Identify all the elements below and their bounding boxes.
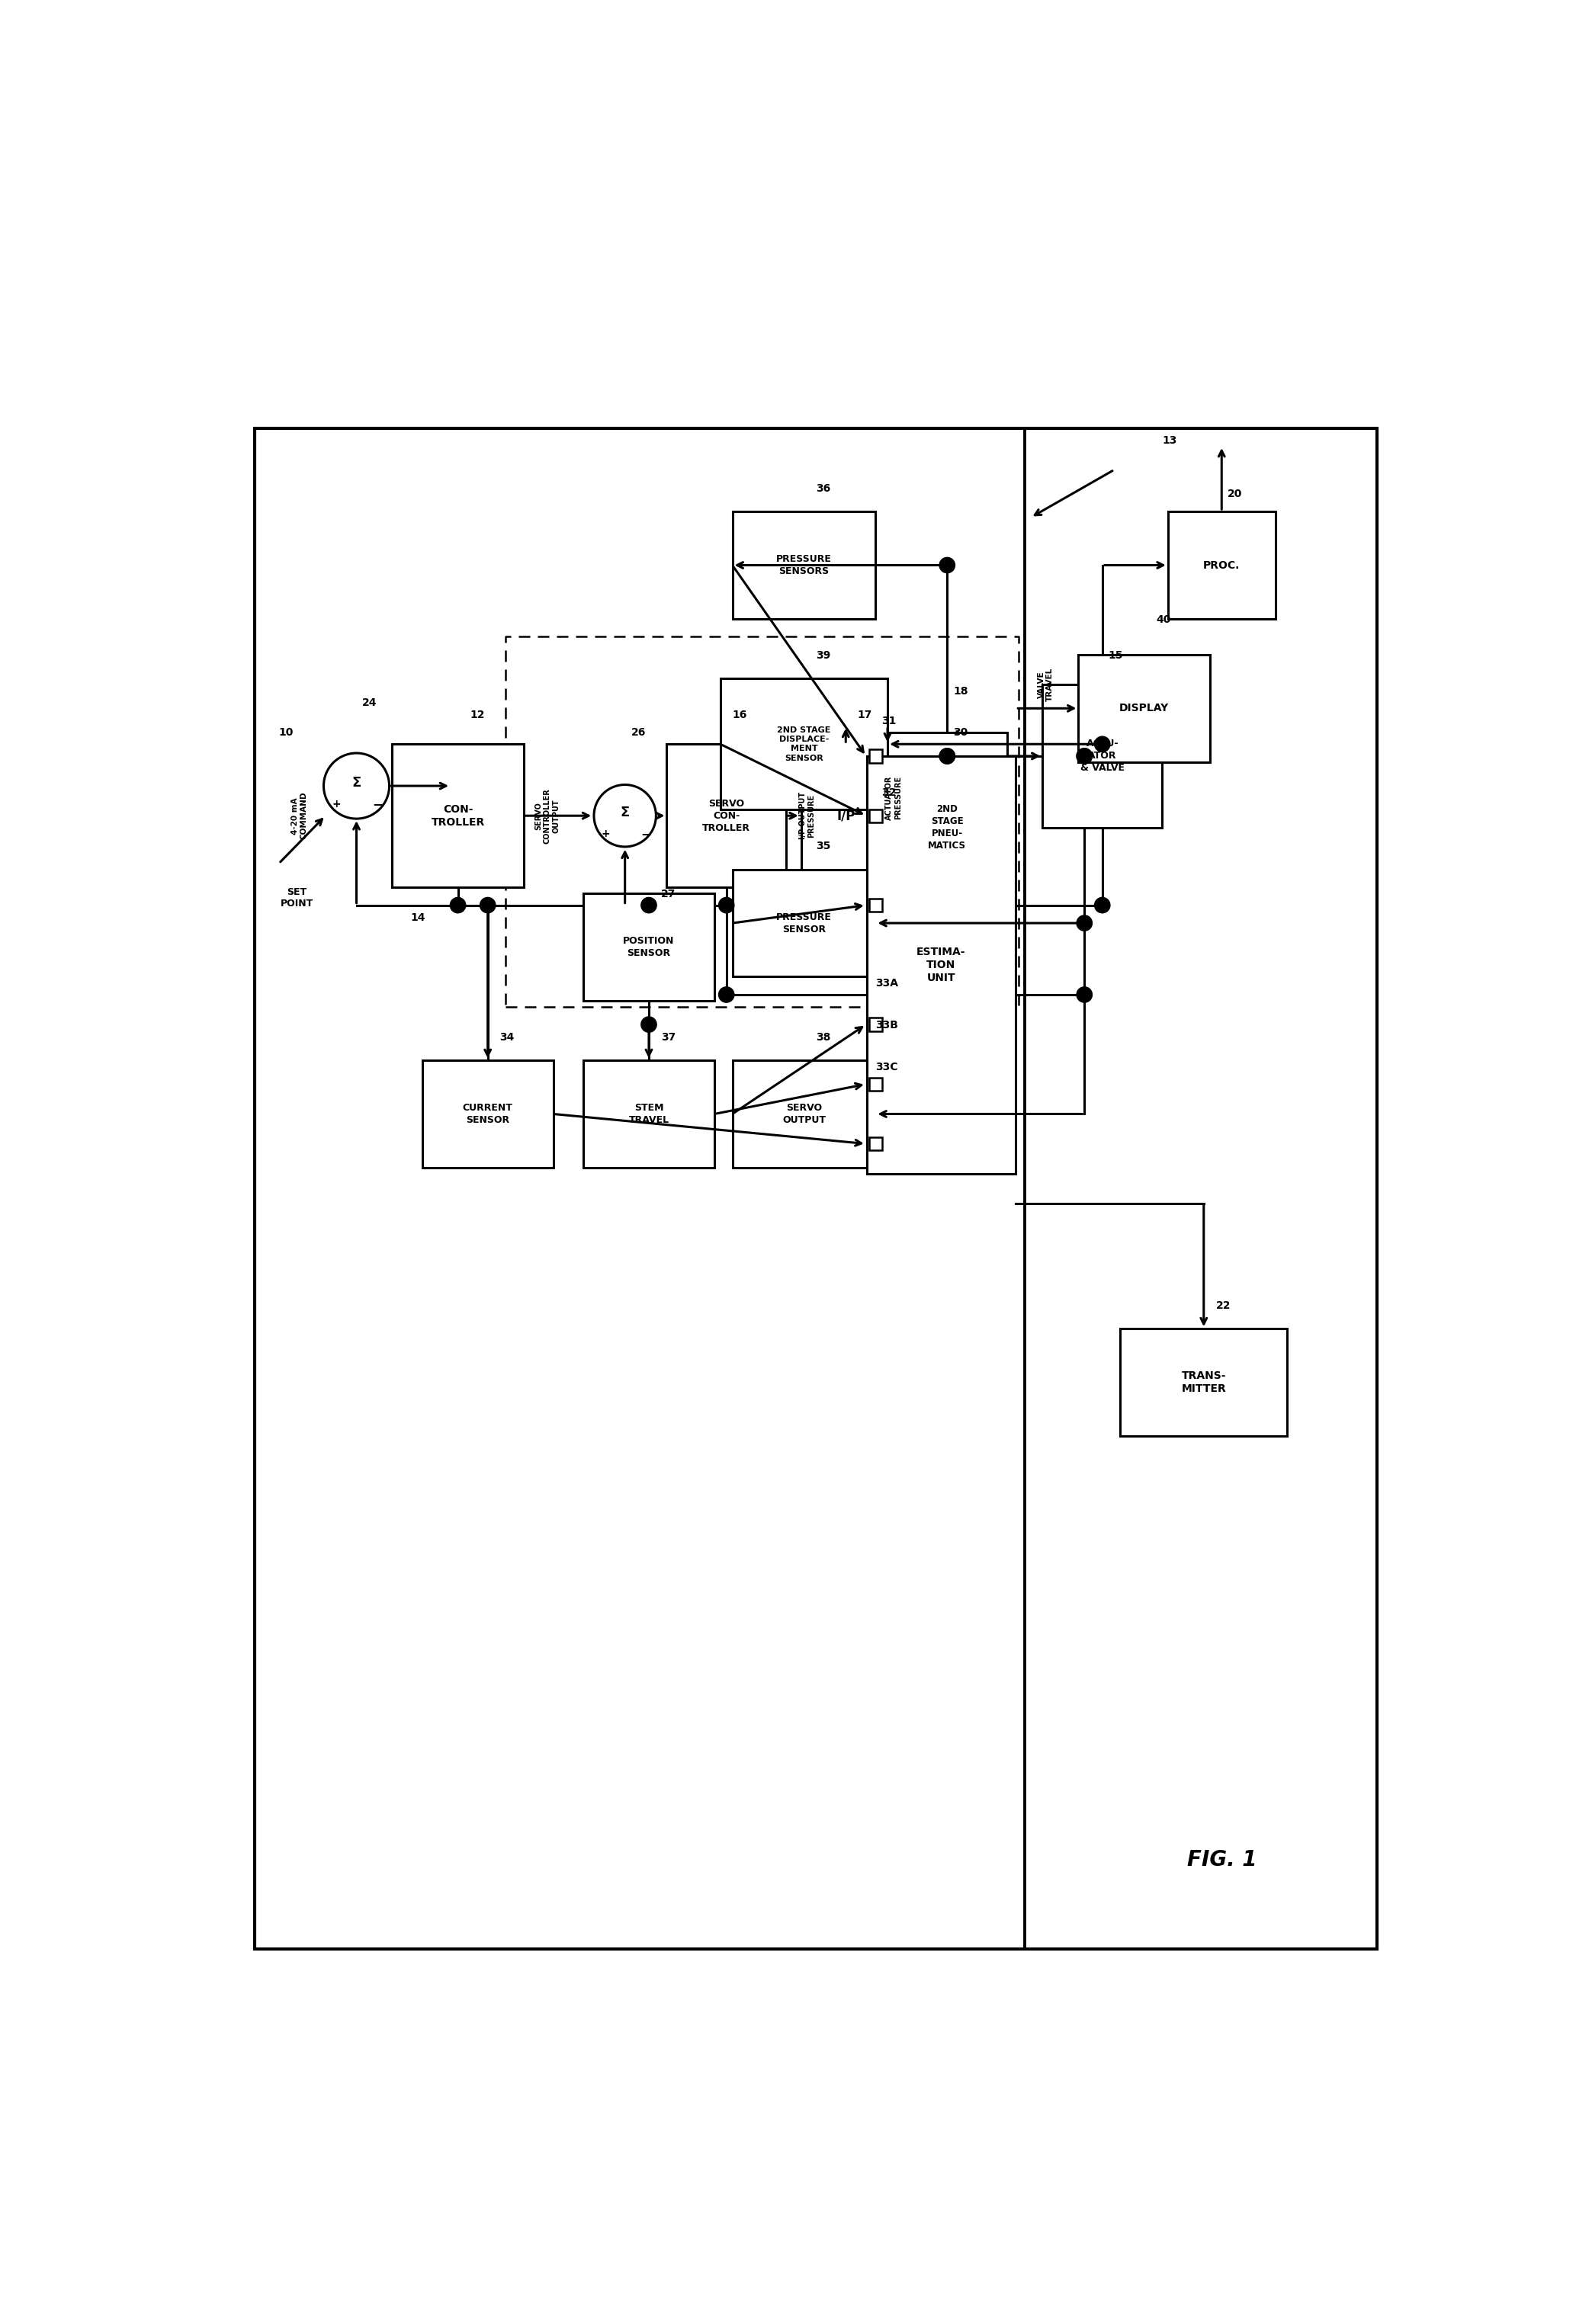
Text: +: + bbox=[333, 799, 341, 809]
Text: +: + bbox=[600, 827, 610, 839]
Text: 39: 39 bbox=[817, 651, 831, 660]
Text: 34: 34 bbox=[500, 1032, 514, 1043]
Text: 18: 18 bbox=[954, 686, 968, 697]
Text: PRESSURE
SENSORS: PRESSURE SENSORS bbox=[777, 553, 831, 576]
Bar bbox=[583, 1060, 715, 1167]
Bar bbox=[583, 892, 715, 1002]
Text: 14: 14 bbox=[411, 913, 425, 923]
Bar bbox=[732, 869, 876, 976]
Text: ACTU-
ATOR
& VALVE: ACTU- ATOR & VALVE bbox=[1081, 739, 1124, 774]
Text: TRANS-
MITTER: TRANS- MITTER bbox=[1181, 1371, 1226, 1394]
Text: 2ND STAGE
DISPLACE-
MENT
SENSOR: 2ND STAGE DISPLACE- MENT SENSOR bbox=[777, 725, 831, 762]
Text: SERVO
CONTROLLER
OUTPUT: SERVO CONTROLLER OUTPUT bbox=[535, 788, 560, 844]
Text: 31: 31 bbox=[882, 716, 896, 725]
Text: CON-
TROLLER: CON- TROLLER bbox=[431, 804, 484, 827]
Bar bbox=[887, 732, 1006, 923]
Text: 10: 10 bbox=[279, 727, 293, 739]
Bar bbox=[869, 899, 882, 911]
Text: I/P: I/P bbox=[836, 809, 855, 823]
Text: 24: 24 bbox=[363, 697, 377, 709]
Bar bbox=[732, 1060, 876, 1167]
Circle shape bbox=[939, 748, 955, 765]
Circle shape bbox=[642, 897, 656, 913]
Text: SERVO
CON-
TROLLER: SERVO CON- TROLLER bbox=[702, 799, 750, 832]
Text: PRESSURE
SENSOR: PRESSURE SENSOR bbox=[777, 911, 831, 934]
Text: SET
POINT: SET POINT bbox=[280, 888, 314, 909]
Bar bbox=[667, 744, 786, 888]
Bar bbox=[869, 1078, 882, 1090]
Text: I/P OUTPUT
PRESSURE: I/P OUTPUT PRESSURE bbox=[799, 792, 815, 839]
Circle shape bbox=[1095, 897, 1110, 913]
Circle shape bbox=[939, 558, 955, 574]
Circle shape bbox=[451, 897, 465, 913]
Text: 38: 38 bbox=[817, 1032, 831, 1043]
Bar bbox=[1043, 686, 1162, 827]
Text: ACTUATOR
PRESSURE: ACTUATOR PRESSURE bbox=[885, 776, 901, 820]
Text: 4-20 mA
COMMAND: 4-20 mA COMMAND bbox=[291, 792, 307, 839]
Bar bbox=[422, 1060, 554, 1167]
Circle shape bbox=[642, 1016, 656, 1032]
Text: 37: 37 bbox=[661, 1032, 675, 1043]
Text: VALVE
TRAVEL: VALVE TRAVEL bbox=[1038, 667, 1054, 702]
Text: Σ: Σ bbox=[621, 806, 630, 820]
Bar bbox=[1078, 655, 1210, 762]
Text: 35: 35 bbox=[817, 841, 831, 851]
Text: 27: 27 bbox=[661, 888, 675, 899]
Text: 33B: 33B bbox=[876, 1020, 898, 1030]
Circle shape bbox=[718, 988, 734, 1002]
Text: 40: 40 bbox=[1156, 614, 1170, 625]
Text: 30: 30 bbox=[954, 727, 968, 739]
Text: 33C: 33C bbox=[876, 1062, 898, 1071]
Text: 17: 17 bbox=[858, 709, 872, 720]
Text: 16: 16 bbox=[732, 709, 747, 720]
Text: 12: 12 bbox=[470, 709, 484, 720]
Bar bbox=[1121, 1329, 1288, 1436]
Circle shape bbox=[1095, 737, 1110, 753]
Bar bbox=[869, 1136, 882, 1150]
Text: −: − bbox=[373, 797, 382, 811]
Text: 20: 20 bbox=[1227, 488, 1242, 500]
Text: 22: 22 bbox=[1216, 1299, 1231, 1311]
Text: Σ: Σ bbox=[352, 776, 361, 790]
Circle shape bbox=[1076, 748, 1092, 765]
Circle shape bbox=[718, 897, 734, 913]
Bar bbox=[1169, 511, 1275, 618]
Text: 13: 13 bbox=[1162, 435, 1176, 446]
Bar bbox=[869, 1018, 882, 1032]
Bar bbox=[869, 751, 882, 762]
Text: 2ND
STAGE
PNEU-
MATICS: 2ND STAGE PNEU- MATICS bbox=[928, 804, 966, 851]
Text: FIG. 1: FIG. 1 bbox=[1186, 1850, 1256, 1871]
Text: ESTIMA-
TION
UNIT: ESTIMA- TION UNIT bbox=[917, 946, 966, 983]
Bar bbox=[255, 428, 1377, 1950]
Text: −: − bbox=[640, 827, 651, 841]
Circle shape bbox=[1076, 748, 1092, 765]
Text: STEM
TRAVEL: STEM TRAVEL bbox=[629, 1104, 669, 1125]
Bar bbox=[392, 744, 524, 888]
Circle shape bbox=[1076, 988, 1092, 1002]
Bar bbox=[801, 744, 890, 888]
Text: 32: 32 bbox=[882, 788, 896, 797]
Bar bbox=[732, 511, 876, 618]
Text: 15: 15 bbox=[1108, 651, 1122, 660]
Text: CURRENT
SENSOR: CURRENT SENSOR bbox=[463, 1104, 513, 1125]
Circle shape bbox=[1076, 916, 1092, 932]
Text: 26: 26 bbox=[630, 727, 646, 739]
Bar bbox=[869, 809, 882, 823]
Bar bbox=[721, 679, 887, 809]
Circle shape bbox=[479, 897, 495, 913]
Circle shape bbox=[939, 748, 955, 765]
Text: PROC.: PROC. bbox=[1204, 560, 1240, 569]
Text: 33A: 33A bbox=[876, 978, 898, 988]
Text: DISPLAY: DISPLAY bbox=[1119, 704, 1169, 713]
Bar bbox=[866, 755, 1016, 1174]
Text: 36: 36 bbox=[817, 483, 831, 493]
Text: POSITION
SENSOR: POSITION SENSOR bbox=[622, 937, 675, 957]
Text: SERVO
OUTPUT: SERVO OUTPUT bbox=[782, 1104, 826, 1125]
